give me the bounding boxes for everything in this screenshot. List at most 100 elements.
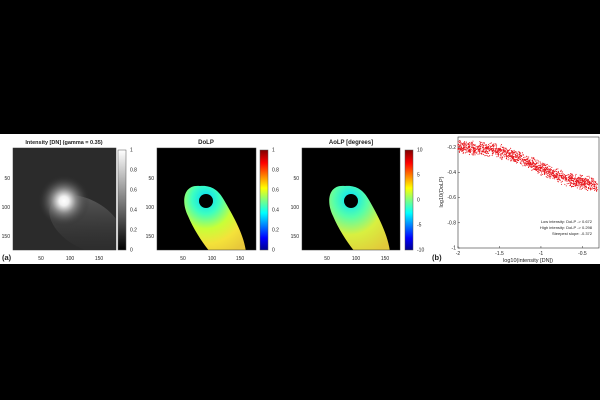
scatter-point: [572, 185, 574, 187]
scatter-point: [500, 155, 502, 157]
scatter-point: [523, 156, 525, 159]
scatter-point: [534, 168, 536, 170]
scatter-point: [519, 153, 521, 155]
scatter-point: [582, 180, 584, 182]
scatter-point: [467, 146, 470, 148]
scatter-point: [515, 154, 517, 156]
scatter-point: [568, 174, 570, 176]
scatter-point: [465, 151, 467, 153]
scatter-point: [551, 170, 554, 172]
scatter-point: [581, 182, 583, 184]
scatter-point: [567, 179, 569, 181]
scatter-point: [591, 183, 593, 185]
scatter-point: [552, 171, 554, 173]
aolp-xtick-150: 150: [381, 256, 390, 262]
scatter-point: [586, 179, 588, 181]
scatter-point: [462, 147, 465, 149]
colorbar-tick-label: 1: [130, 148, 133, 154]
scatter-point: [507, 157, 510, 159]
scatter-point: [464, 152, 466, 154]
colorbar-tick-label: -5: [417, 223, 422, 229]
scatter-point: [555, 172, 557, 174]
scatter-point: [525, 159, 527, 161]
scatter-point: [569, 182, 571, 184]
scatter-point: [492, 149, 495, 151]
scatter-point: [536, 159, 538, 161]
scatter-point: [497, 150, 499, 152]
scatter-point: [585, 180, 587, 182]
scatter-point: [586, 175, 588, 178]
scatter-point: [518, 158, 520, 160]
scatter-point: [469, 152, 471, 154]
scatter-point: [595, 188, 598, 190]
dolp-xtick-50: 50: [180, 256, 186, 262]
scatter-point: [550, 173, 552, 175]
scatter-point: [575, 184, 578, 186]
scatter-point: [555, 176, 557, 178]
scatter-point: [478, 146, 480, 148]
scatter-point: [571, 182, 573, 185]
scatter-point: [589, 185, 591, 187]
scatter-point: [471, 146, 473, 149]
panel-label-b: (b): [432, 253, 442, 262]
scatter-point: [519, 162, 521, 164]
scatter-point: [495, 148, 497, 150]
scatter-point: [565, 178, 567, 180]
scatter-point: [481, 147, 483, 149]
scatter-point: [507, 152, 509, 154]
scatter-point: [479, 141, 481, 143]
scatter-point: [563, 174, 565, 176]
scatter-point: [470, 150, 472, 152]
scatter-point: [472, 152, 474, 154]
scatter-point: [520, 158, 522, 160]
scatter-point: [561, 172, 563, 174]
scatter-point: [508, 155, 511, 157]
scatter-point: [458, 151, 461, 153]
scatter-point: [544, 167, 546, 169]
scatter-point: [542, 165, 544, 167]
scatter-point: [510, 151, 513, 153]
scatter-point: [520, 155, 522, 158]
scatter-point: [510, 154, 512, 156]
scatter-point: [589, 177, 591, 179]
scatter-point: [513, 155, 515, 158]
scatter-point: [554, 178, 556, 180]
scatter-point: [476, 151, 478, 153]
aolp-nucleus-mask: [344, 194, 358, 208]
scatter-point: [579, 174, 581, 176]
scatter-point: [541, 166, 543, 168]
scatter-point: [554, 169, 556, 171]
colorbar-tick-label: 0.4: [130, 208, 137, 214]
scatter-point: [557, 179, 559, 181]
scatter-point: [466, 143, 468, 145]
colorbar-tick-label: 5: [417, 173, 420, 179]
scatter-point: [480, 148, 482, 150]
scatter-point: [485, 150, 487, 152]
scatter-point: [514, 159, 516, 161]
scatter-point: [564, 180, 566, 182]
scatter-point: [488, 155, 490, 157]
dolp-ytick-100: 100: [146, 205, 155, 211]
scatter-point: [559, 172, 561, 175]
scatter-point: [462, 146, 465, 148]
scatter-point: [570, 183, 572, 185]
scatter-point: [594, 187, 596, 190]
scatter-point: [493, 148, 495, 150]
intensity-panel: Intensity [DN] (gamma = 0.35) 50 100 150…: [2, 140, 138, 262]
scatter-point: [460, 149, 462, 151]
scatter-point: [509, 158, 511, 160]
scatter-point: [495, 146, 497, 148]
scatter-point: [576, 182, 578, 184]
colorbar-tick-label: 0.2: [272, 228, 279, 234]
scatter-point: [467, 144, 470, 146]
scatter-point: [497, 148, 499, 150]
scatter-point: [466, 151, 468, 153]
scatter-plot-area: [457, 136, 600, 249]
scatter-point: [546, 173, 548, 175]
scatter-point: [569, 178, 571, 180]
scatter-point: [570, 173, 572, 175]
scatter-point: [550, 169, 552, 171]
aolp-ytick-50: 50: [293, 176, 299, 182]
scatter-point: [519, 156, 521, 158]
scatter-point: [586, 183, 589, 185]
